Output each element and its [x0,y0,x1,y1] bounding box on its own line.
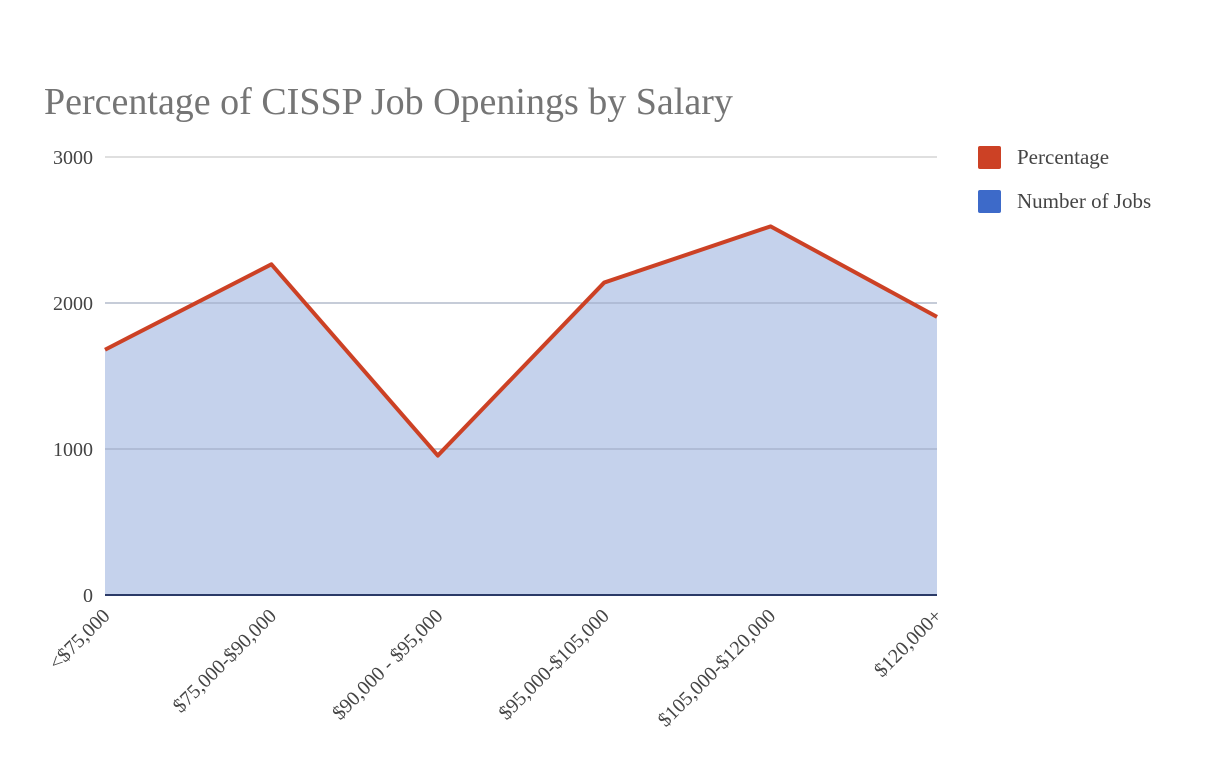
area-layer [105,226,937,595]
legend-label: Number of Jobs [1017,189,1151,213]
y-tick-label: 3000 [53,147,93,169]
x-tick-label: $95,000-$105,000 [494,605,613,724]
chart-title: Percentage of CISSP Job Openings by Sala… [44,81,733,123]
legend: Percentage Number of Jobs [978,145,1151,213]
y-tick-label: 1000 [53,439,93,461]
area-outline-number-of-jobs [104,224,938,458]
x-axis: <$75,000 $75,000-$90,000 $90,000 - $95,000… [45,605,946,731]
legend-label: Percentage [1017,145,1109,169]
legend-swatch [978,146,1001,169]
x-tick-label: $105,000-$120,000 [654,605,780,731]
x-tick-label: <$75,000 [45,605,114,674]
y-tick-label: 2000 [53,293,93,315]
x-tick-label: $75,000-$90,000 [169,605,281,717]
line-layer [104,224,938,596]
y-tick-label: 0 [83,585,93,607]
x-tick-label: $120,000+ [870,605,947,682]
legend-swatch [978,190,1001,213]
x-tick-label: $90,000 - $95,000 [328,605,447,724]
y-axis: 0 1000 2000 3000 [53,147,93,607]
area-fill-number-of-jobs [105,226,937,595]
